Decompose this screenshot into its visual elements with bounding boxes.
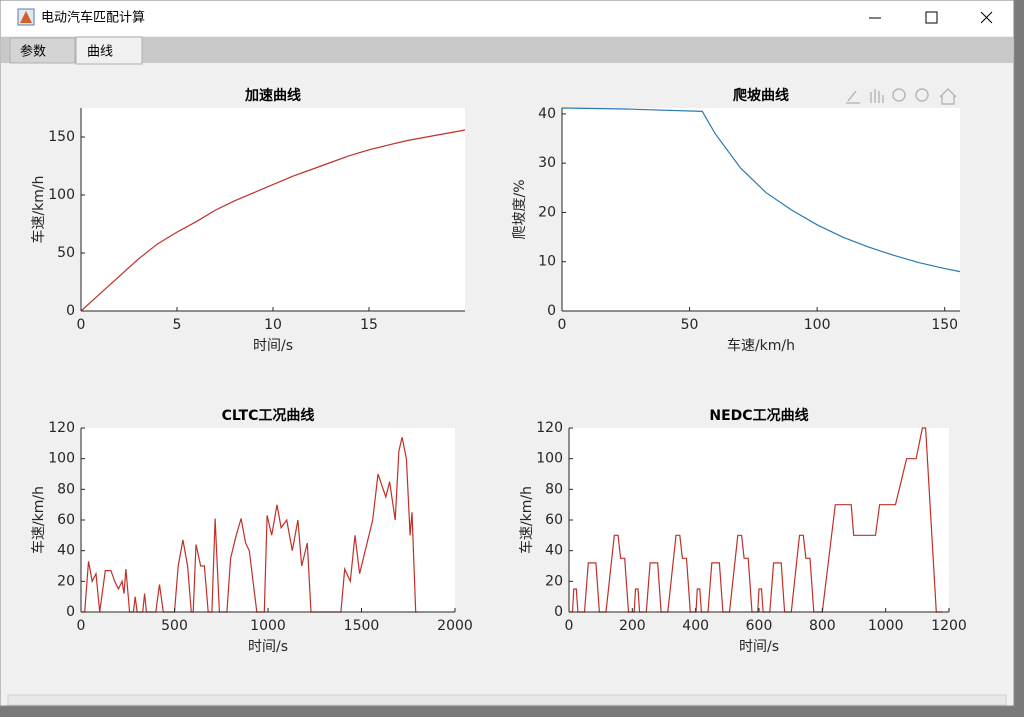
x-tick-label: 2000 <box>437 618 473 634</box>
y-tick-label: 20 <box>57 573 75 589</box>
y-tick-label: 100 <box>536 451 563 467</box>
x-axis-label: 时间/s <box>248 639 288 655</box>
x-tick-label: 200 <box>619 618 646 634</box>
tab-label[interactable]: 参数 <box>20 44 46 60</box>
x-tick-label: 800 <box>809 618 836 634</box>
data-line <box>561 107 961 273</box>
y-tick-label: 40 <box>57 543 75 559</box>
y-tick-label: 80 <box>545 481 563 497</box>
y-tick-label: 0 <box>66 303 75 319</box>
x-tick-label: 100 <box>804 317 831 333</box>
y-tick-label: 120 <box>48 420 75 436</box>
x-tick-label: 5 <box>173 317 182 333</box>
y-tick-label: 150 <box>48 129 75 145</box>
window-title: 电动汽车匹配计算 <box>41 10 145 26</box>
x-tick-label: 1500 <box>344 618 380 634</box>
y-tick-label: 20 <box>545 573 563 589</box>
title-bar <box>1 1 1013 36</box>
x-tick-label: 1200 <box>931 618 967 634</box>
status-strip <box>7 694 1007 706</box>
x-tick-label: 0 <box>565 618 574 634</box>
data-line <box>81 437 418 613</box>
plot-area <box>562 108 960 311</box>
y-tick-label: 30 <box>538 155 556 171</box>
y-tick-label: 40 <box>545 543 563 559</box>
tab[interactable] <box>9 37 76 64</box>
y-tick-label: 100 <box>48 187 75 203</box>
chart-title: 爬坡曲线 <box>733 87 789 104</box>
tab-label[interactable]: 曲线 <box>87 45 113 60</box>
x-tick-label: 50 <box>681 317 699 333</box>
toolbar-export[interactable] <box>846 90 860 104</box>
x-tick-label: 10 <box>264 317 282 333</box>
toolbar-pan[interactable] <box>870 89 884 103</box>
x-tick-label: 1000 <box>250 618 286 634</box>
y-tick-label: 60 <box>545 512 563 528</box>
x-tick-label: 0 <box>77 618 86 634</box>
x-tick-label: 0 <box>77 317 86 333</box>
y-tick-label: 80 <box>57 481 75 497</box>
y-axis-label: 爬坡度/% <box>512 179 528 239</box>
chart-title: CLTC工况曲线 <box>222 407 315 424</box>
x-axis-label: 时间/s <box>253 338 293 354</box>
y-tick-label: 60 <box>57 512 75 528</box>
x-tick-label: 500 <box>161 618 188 634</box>
app-icon-glyph <box>20 11 32 23</box>
y-tick-label: 50 <box>57 245 75 261</box>
y-tick-label: 10 <box>538 254 556 270</box>
y-tick-label: 40 <box>538 106 556 122</box>
y-tick-label: 0 <box>66 604 75 620</box>
y-tick-label: 0 <box>547 303 556 319</box>
x-tick-label: 600 <box>746 618 773 634</box>
toolbar-zoom-in[interactable] <box>892 88 906 102</box>
toolbar-home[interactable] <box>939 87 957 105</box>
close-button[interactable] <box>980 11 993 24</box>
x-axis-label: 时间/s <box>739 639 779 655</box>
plot-area <box>569 428 949 612</box>
y-tick-label: 0 <box>554 604 563 620</box>
y-tick-label: 100 <box>48 451 75 467</box>
chart-title: 加速曲线 <box>244 87 301 104</box>
x-tick-label: 150 <box>931 317 958 333</box>
tab-bar <box>1 37 1013 63</box>
y-axis-label: 车速/km/h <box>30 486 47 554</box>
data-line <box>80 129 466 312</box>
x-axis-label: 车速/km/h <box>727 337 795 354</box>
y-axis-label: 车速/km/h <box>518 486 535 554</box>
x-tick-label: 1000 <box>868 618 904 634</box>
plot-area <box>81 108 465 311</box>
axes-toolbar[interactable] <box>846 87 957 105</box>
y-axis-label: 车速/km/h <box>30 175 47 243</box>
x-tick-label: 15 <box>360 317 378 333</box>
maximize-button[interactable] <box>925 11 938 24</box>
x-tick-label: 400 <box>682 618 709 634</box>
y-tick-label: 120 <box>536 420 563 436</box>
toolbar-zoom-out[interactable] <box>915 88 929 102</box>
y-tick-label: 20 <box>538 204 556 220</box>
chart-title: NEDC工况曲线 <box>709 407 808 424</box>
x-tick-label: 0 <box>558 317 567 333</box>
tab-selected[interactable] <box>75 36 143 65</box>
